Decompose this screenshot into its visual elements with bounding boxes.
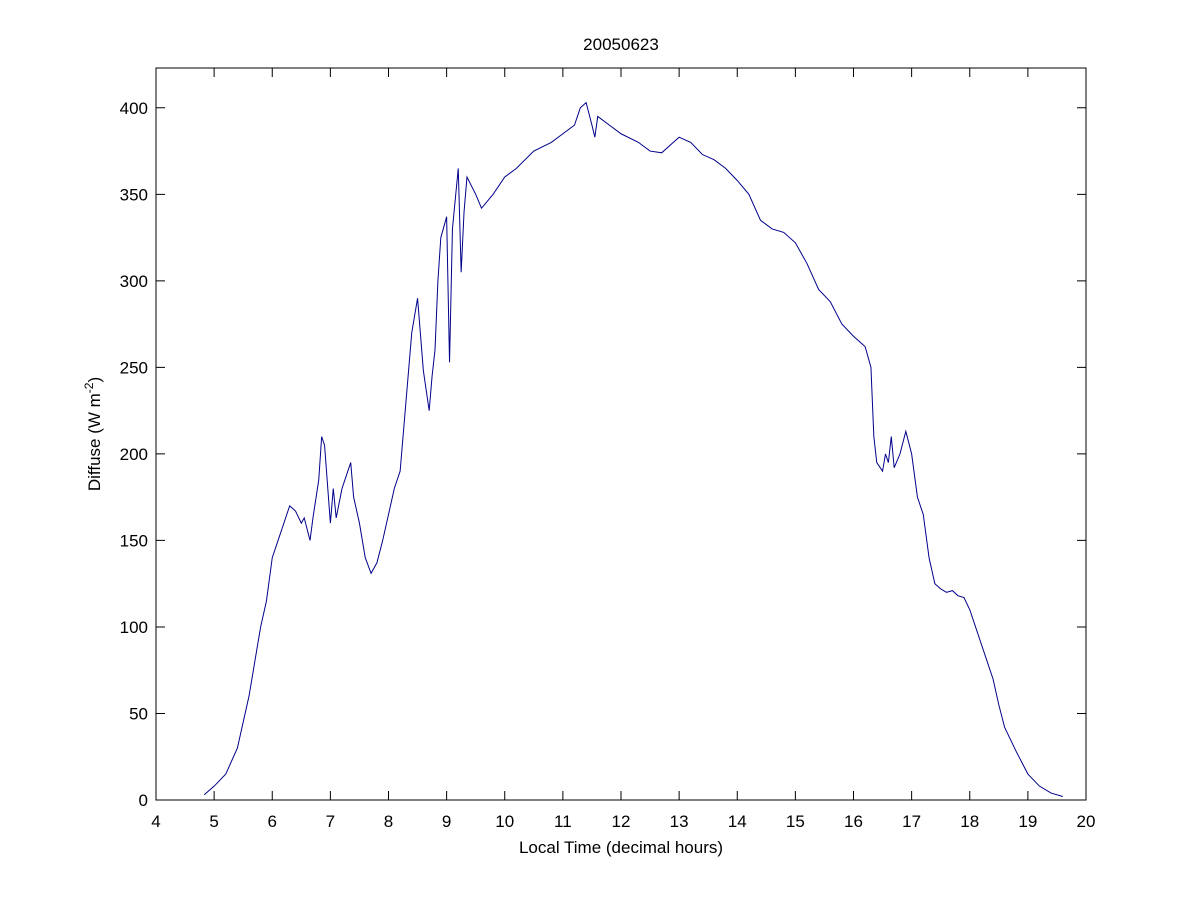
x-tick-label: 15 <box>786 812 805 831</box>
y-tick-label: 300 <box>120 272 148 291</box>
y-label-sup: -2 <box>82 382 96 393</box>
y-tick-label: 250 <box>120 358 148 377</box>
y-tick-label: 350 <box>120 185 148 204</box>
x-tick-label: 8 <box>384 812 393 831</box>
y-tick-label: 50 <box>129 704 148 723</box>
x-tick-label: 12 <box>612 812 631 831</box>
x-tick-label: 9 <box>442 812 451 831</box>
x-tick-label: 5 <box>209 812 218 831</box>
x-tick-label: 20 <box>1077 812 1096 831</box>
chart-title: 20050623 <box>583 35 659 54</box>
y-label-text: Diffuse (W m <box>85 393 104 491</box>
y-tick-label: 150 <box>120 531 148 550</box>
x-tick-label: 17 <box>902 812 921 831</box>
x-axis-label: Local Time (decimal hours) <box>519 838 723 857</box>
y-tick-label: 400 <box>120 99 148 118</box>
x-tick-label: 10 <box>495 812 514 831</box>
x-tick-label: 6 <box>268 812 277 831</box>
x-tick-label: 16 <box>844 812 863 831</box>
y-label-suffix: ) <box>85 377 104 383</box>
data-line <box>203 101 1063 798</box>
x-tick-label: 4 <box>151 812 160 831</box>
x-tick-label: 14 <box>728 812 747 831</box>
x-tick-label: 18 <box>960 812 979 831</box>
y-tick-label: 0 <box>139 791 148 810</box>
y-tick-label: 200 <box>120 445 148 464</box>
y-tick-label: 100 <box>120 618 148 637</box>
y-axis-label: Diffuse (W m-2) <box>82 377 104 491</box>
x-tick-label: 11 <box>554 812 572 831</box>
x-tick-label: 7 <box>326 812 335 831</box>
x-tick-label: 19 <box>1018 812 1037 831</box>
x-tick-label: 13 <box>670 812 689 831</box>
